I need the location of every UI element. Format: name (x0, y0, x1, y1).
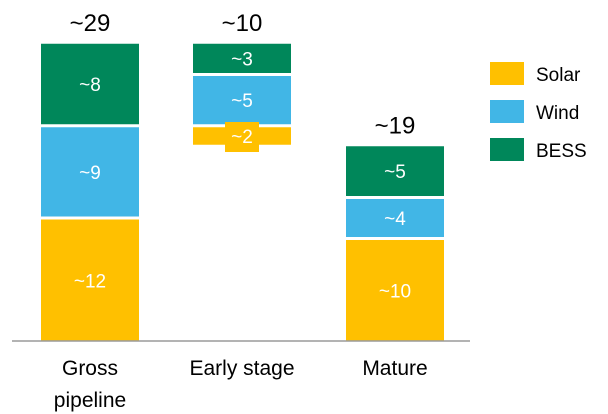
value-label-wind-3: ~4 (384, 209, 406, 230)
category-label-1-line-1: Gross (62, 357, 118, 380)
value-label-bess-1: ~8 (79, 75, 101, 96)
bars-layer (41, 43, 444, 341)
total-label-1: ~29 (70, 10, 111, 37)
value-label-bess-3: ~5 (384, 162, 406, 183)
bar-solar-1 (41, 219, 139, 341)
bar-wind-2 (193, 76, 291, 125)
legend: Solar Wind BESS (490, 62, 587, 162)
category-label-3: Mature (362, 357, 427, 380)
legend-swatch-wind (490, 100, 524, 123)
category-labels: Gross pipeline Early stage Mature (54, 357, 428, 412)
legend-swatch-bess (490, 138, 524, 161)
bar-wind-1 (41, 127, 139, 217)
bar-bess-3 (346, 146, 444, 196)
legend-label-bess: BESS (536, 141, 587, 162)
legend-label-wind: Wind (536, 103, 579, 124)
value-label-wind-2: ~5 (231, 91, 253, 112)
bar-wind-3 (346, 199, 444, 237)
value-label-solar-2: ~2 (231, 127, 253, 148)
value-label-solar-1: ~12 (74, 271, 106, 292)
category-label-2: Early stage (189, 357, 294, 380)
bar-bess-1 (41, 43, 139, 125)
value-label-wind-1: ~9 (79, 163, 101, 184)
total-label-2: ~10 (222, 10, 263, 37)
value-label-bess-2: ~3 (231, 49, 253, 70)
value-label-solar-3: ~10 (379, 282, 411, 303)
legend-swatch-solar (490, 62, 524, 85)
bar-bess-2 (193, 43, 291, 73)
label-box-solar-2 (225, 122, 259, 152)
category-label-1-line-2: pipeline (54, 389, 126, 412)
labels-layer: ~12 ~9 ~8 ~29 ~2 ~5 ~3 ~10 ~10 ~4 ~5 ~19 (70, 10, 416, 303)
total-label-3: ~19 (375, 112, 416, 139)
legend-label-solar: Solar (536, 65, 581, 86)
bar-solar-3 (346, 240, 444, 341)
